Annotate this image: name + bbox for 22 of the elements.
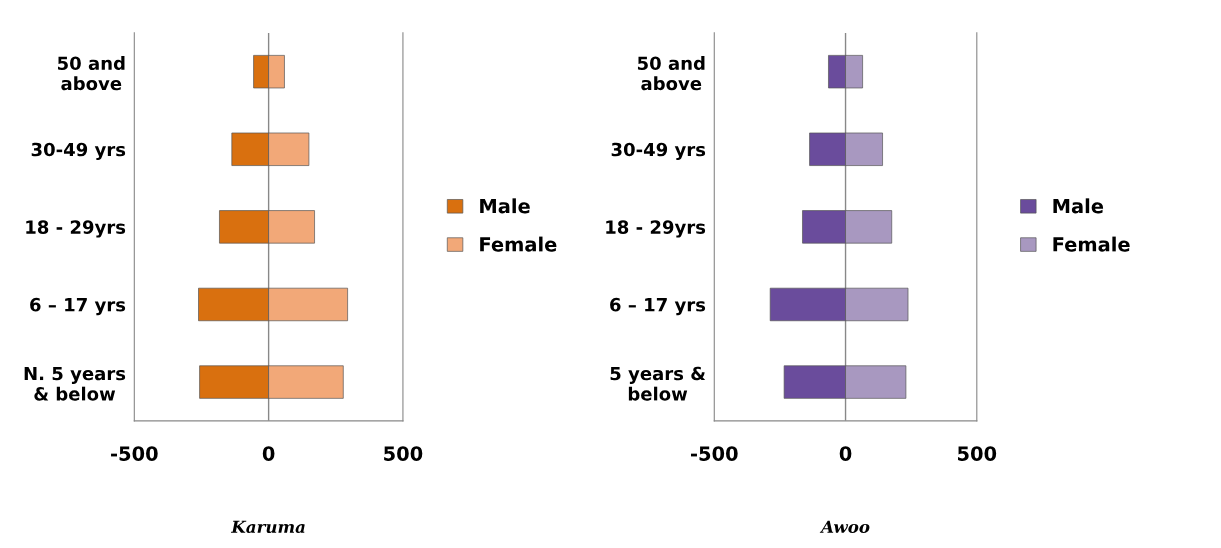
- y-tick-label: 18 - 29yrs: [26, 220, 126, 238]
- y-tick-label: 5 years & below: [610, 366, 706, 401]
- text: Karuma: [230, 520, 305, 534]
- legend-label: Male: [480, 198, 530, 214]
- text: Awoo: [819, 520, 870, 534]
- legend-label: Male: [1053, 198, 1104, 214]
- x-tick-label: 500: [958, 446, 997, 461]
- x-tick-label: 500: [384, 446, 423, 461]
- y-tick-label: N. 5 years & below: [24, 366, 126, 401]
- y-tick-label: 6 – 17 yrs: [610, 297, 706, 316]
- x-tick-label: -500: [111, 446, 158, 461]
- y-tick-label: 18 - 29yrs: [606, 220, 706, 238]
- x-tick-label: 0: [262, 446, 275, 461]
- x-tick-label: 0: [839, 446, 852, 461]
- y-tick-label: 6 – 17 yrs: [30, 297, 126, 316]
- y-tick-label: 50 and above: [637, 56, 705, 91]
- legend-label: Female: [480, 236, 557, 252]
- x-tick-label: -500: [691, 446, 738, 461]
- y-tick-label: 50 and above: [58, 56, 125, 91]
- y-tick-label: 30-49 yrs: [31, 142, 126, 160]
- y-tick-label: 30-49 yrs: [611, 142, 706, 160]
- legend-label: Female: [1053, 236, 1130, 252]
